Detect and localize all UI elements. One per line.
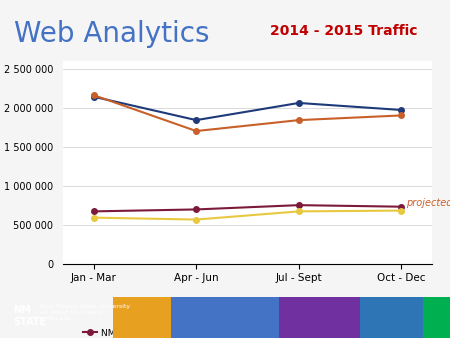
Text: projected: projected [406, 198, 450, 208]
Bar [360, 297, 423, 338]
Bar [171, 297, 279, 338]
Bar [112, 297, 171, 338]
Text: Web Analytics: Web Analytics [14, 20, 209, 48]
Legend: NMSU 2014, myNMSU 2014, NMSU 2015, myNMSU 2015: NMSU 2014, myNMSU 2014, NMSU 2015, myNMS… [80, 325, 415, 338]
Bar [279, 297, 360, 338]
Text: 2014 - 2015 Traffic: 2014 - 2015 Traffic [270, 24, 418, 38]
Text: NM
STATE: NM STATE [14, 305, 47, 327]
Bar [423, 297, 450, 338]
Text: New Mexico State University
All About Discovery!
nmsu.edu: New Mexico State University All About Di… [40, 304, 130, 321]
